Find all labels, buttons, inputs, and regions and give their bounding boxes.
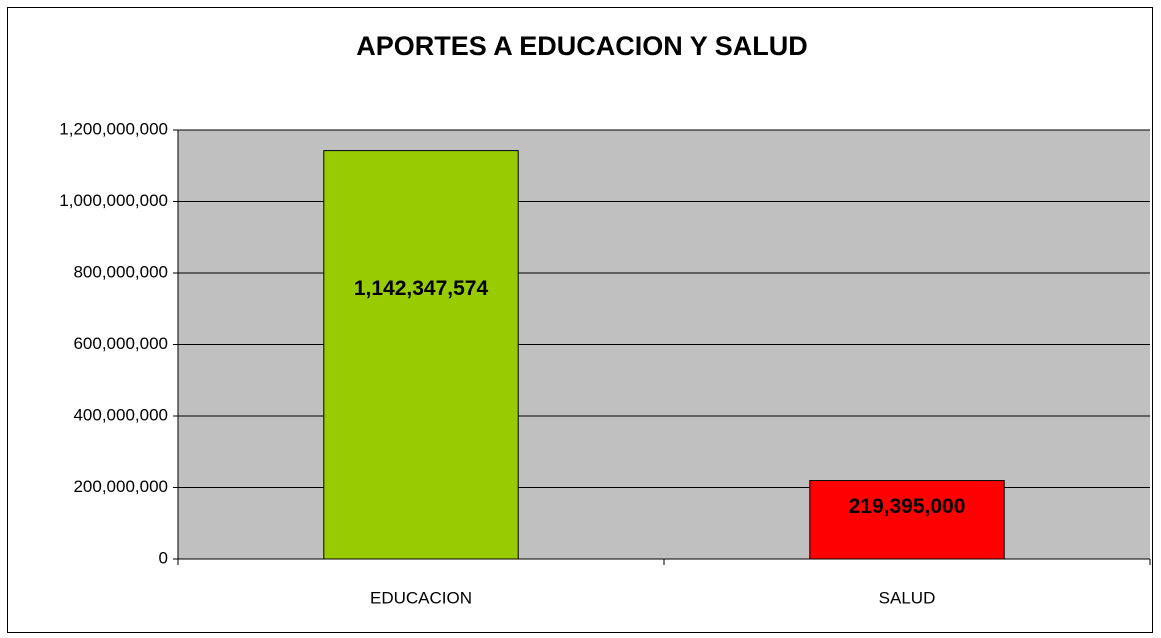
y-tick-label: 1,000,000,000 [59,191,168,210]
x-tick-label: EDUCACION [370,588,472,607]
y-tick-label: 800,000,000 [73,262,168,281]
value-label: 219,395,000 [849,495,966,518]
y-tick-label: 0 [159,548,168,567]
y-tick-label: 1,200,000,000 [59,119,168,138]
y-tick-label: 200,000,000 [73,477,168,496]
x-tick-label: SALUD [879,588,936,607]
chart-title: APORTES A EDUCACION Y SALUD [356,31,808,61]
bar [323,150,519,560]
y-tick-label: 600,000,000 [73,334,168,353]
y-tick-label: 400,000,000 [73,405,168,424]
value-label: 1,142,347,574 [354,277,489,300]
bar [809,480,1005,560]
